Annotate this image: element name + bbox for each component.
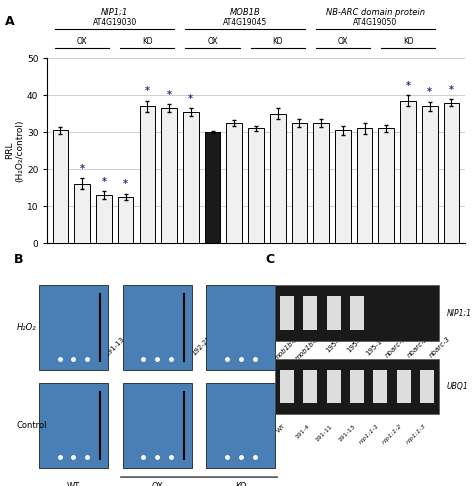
Text: C: C: [265, 253, 274, 266]
Text: MOB1B: MOB1B: [230, 8, 261, 17]
Text: 191-13: 191-13: [338, 423, 357, 442]
Text: Control: Control: [17, 421, 47, 430]
Text: UBQ1: UBQ1: [447, 382, 468, 391]
Bar: [303, 296, 318, 330]
FancyBboxPatch shape: [39, 285, 108, 370]
Bar: [183, 112, 199, 243]
Bar: [280, 296, 294, 330]
Bar: [292, 123, 307, 243]
FancyBboxPatch shape: [207, 285, 275, 370]
Text: NIP1;1: NIP1;1: [447, 308, 472, 317]
Text: nip1;1-2: nip1;1-2: [144, 335, 169, 360]
Text: 195-4: 195-4: [346, 335, 365, 354]
Bar: [303, 370, 318, 403]
Text: OX: OX: [207, 36, 218, 46]
Bar: [270, 114, 285, 243]
Text: nip1;1-1: nip1;1-1: [358, 423, 380, 445]
Text: NIP1;1: NIP1;1: [101, 8, 128, 17]
Bar: [400, 101, 416, 243]
Text: 192-15: 192-15: [234, 335, 256, 357]
Text: *: *: [123, 179, 128, 190]
Bar: [53, 130, 68, 243]
Text: 191-11: 191-11: [82, 335, 104, 357]
Text: nip1;1-1: nip1;1-1: [122, 335, 147, 360]
Y-axis label: RRL
(H₂O₂/control): RRL (H₂O₂/control): [5, 120, 24, 182]
Bar: [374, 370, 387, 403]
Bar: [74, 184, 90, 243]
Bar: [444, 103, 459, 243]
Bar: [248, 128, 264, 243]
Bar: [205, 132, 220, 243]
Text: mob1b-2: mob1b-2: [273, 335, 300, 362]
Bar: [118, 197, 133, 243]
Bar: [420, 370, 434, 403]
Text: 191-13: 191-13: [104, 335, 126, 357]
Bar: [357, 128, 373, 243]
FancyBboxPatch shape: [207, 383, 275, 468]
Bar: [335, 130, 351, 243]
Text: OX: OX: [151, 482, 163, 486]
Text: WT: WT: [48, 335, 61, 347]
Text: *: *: [449, 85, 454, 94]
Bar: [350, 370, 364, 403]
Text: mob1b-3: mob1b-3: [294, 335, 321, 362]
Bar: [422, 106, 438, 243]
Text: 191-11: 191-11: [315, 423, 334, 442]
Text: 191-4: 191-4: [294, 423, 310, 440]
Text: *: *: [101, 177, 106, 187]
Bar: [397, 370, 410, 403]
Text: nbarc-3: nbarc-3: [428, 335, 451, 359]
Text: mob1b-1: mob1b-1: [251, 335, 278, 362]
Text: nbarc-2: nbarc-2: [406, 335, 430, 359]
Bar: [313, 123, 329, 243]
Bar: [378, 128, 394, 243]
Text: OX: OX: [77, 36, 88, 46]
Text: H₂O₂: H₂O₂: [17, 323, 36, 332]
Text: *: *: [406, 81, 410, 91]
Bar: [275, 285, 438, 341]
Text: 195-6: 195-6: [324, 335, 343, 354]
Text: nip1;1-2: nip1;1-2: [382, 423, 404, 445]
Text: WT: WT: [276, 423, 287, 434]
Bar: [275, 359, 438, 415]
Text: 192-24: 192-24: [212, 335, 234, 357]
Text: KO: KO: [273, 36, 283, 46]
FancyBboxPatch shape: [39, 383, 108, 468]
Text: 195-15: 195-15: [365, 335, 386, 357]
Text: KO: KO: [235, 482, 247, 486]
Text: *: *: [80, 164, 85, 174]
Text: *: *: [188, 94, 193, 104]
Text: B: B: [14, 253, 24, 266]
Text: nip1;1-3: nip1;1-3: [405, 423, 427, 445]
Bar: [350, 296, 364, 330]
Text: NB-ARC domain protein: NB-ARC domain protein: [326, 8, 425, 17]
Text: WT: WT: [67, 482, 80, 486]
Text: OX: OX: [337, 36, 348, 46]
Text: KO: KO: [403, 36, 413, 46]
Bar: [327, 296, 341, 330]
Text: 192-25: 192-25: [191, 335, 212, 357]
Text: AT4G19050: AT4G19050: [353, 18, 398, 27]
FancyBboxPatch shape: [123, 383, 191, 468]
Text: *: *: [145, 87, 150, 96]
Bar: [327, 370, 341, 403]
FancyBboxPatch shape: [123, 285, 191, 370]
Text: KO: KO: [142, 36, 153, 46]
Bar: [280, 370, 294, 403]
Text: nbarc-1: nbarc-1: [385, 335, 408, 359]
Bar: [139, 106, 155, 243]
Text: AT4G19030: AT4G19030: [92, 18, 137, 27]
Text: 191-4: 191-4: [64, 335, 82, 354]
Bar: [227, 123, 242, 243]
Text: A: A: [5, 15, 14, 28]
Text: AT4G19045: AT4G19045: [223, 18, 267, 27]
Bar: [161, 108, 177, 243]
Text: nip1;1-3: nip1;1-3: [166, 335, 191, 360]
Text: *: *: [427, 87, 432, 98]
Bar: [96, 195, 112, 243]
Text: *: *: [166, 90, 172, 100]
